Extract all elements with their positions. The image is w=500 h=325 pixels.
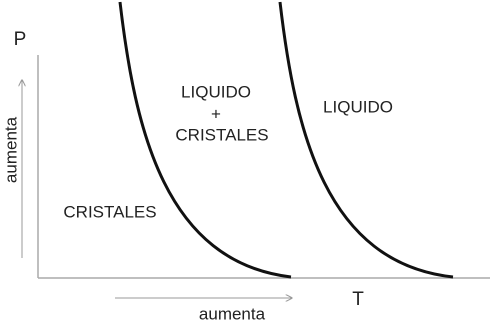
y-direction: aumenta xyxy=(1,116,20,183)
region-label: + xyxy=(211,104,221,123)
region-label: LIQUIDO xyxy=(323,97,393,116)
y-label: P xyxy=(14,29,27,50)
liquidus-curve xyxy=(278,1,454,279)
region-label: CRISTALES xyxy=(63,202,156,221)
x-direction: aumenta xyxy=(199,304,266,323)
x-label: T xyxy=(352,289,364,310)
solidus-curve xyxy=(118,1,292,279)
region-label: CRISTALES xyxy=(175,125,268,144)
region-label: LIQUIDO xyxy=(181,82,251,101)
